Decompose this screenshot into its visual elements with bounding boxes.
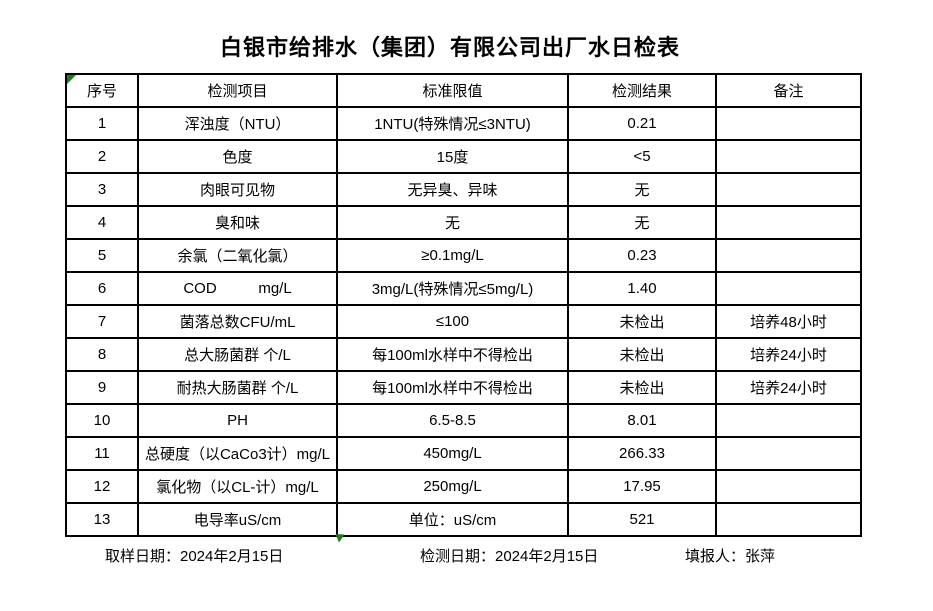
cell-no: 3: [65, 172, 139, 207]
cell-result: 未检出: [567, 337, 717, 372]
cell-remark: [715, 106, 862, 141]
table-row: 5 余氯（二氧化氯） ≥0.1mg/L 0.23: [65, 238, 862, 273]
table-row: 12 氯化物（以CL-计）mg/L 250mg/L 17.95: [65, 469, 862, 504]
cell-limit: 无异臭、异味: [336, 172, 569, 207]
cell-item: 电导率uS/cm: [137, 502, 338, 537]
cell-item: 菌落总数CFU/mL: [137, 304, 338, 339]
sampling-date-text: 取样日期：2024年2月15日: [105, 548, 284, 565]
cell-item: 浑浊度（NTU）: [137, 106, 338, 141]
cell-no: 13: [65, 502, 139, 537]
cell-result: 17.95: [567, 469, 717, 504]
test-date-text: 检测日期：2024年2月15日: [420, 548, 599, 565]
cell-no: 9: [65, 370, 139, 405]
cell-result: 未检出: [567, 370, 717, 405]
cell-item: COD mg/L: [137, 271, 338, 306]
cell-no: 7: [65, 304, 139, 339]
header-item: 检测项目: [137, 73, 338, 108]
table-row: 8 总大肠菌群 个/L 每100ml水样中不得检出 未检出 培养24小时: [65, 337, 862, 372]
cell-result: 0.23: [567, 238, 717, 273]
cell-result: 无: [567, 172, 717, 207]
cell-limit: 15度: [336, 139, 569, 174]
page-title: 白银市给排水（集团）有限公司出厂水日检表: [219, 35, 680, 60]
cell-item: 总硬度（以CaCo3计）mg/L: [137, 436, 338, 471]
cell-result: 8.01: [567, 403, 717, 438]
cell-remark: [715, 469, 862, 504]
cell-limit: 3mg/L(特殊情况≤5mg/L): [336, 271, 569, 306]
cell-no: 4: [65, 205, 139, 240]
cell-remark: [715, 172, 862, 207]
header-limit: 标准限值: [336, 73, 569, 108]
cell-result: <5: [567, 139, 717, 174]
footer: 取样日期：2024年2月15日 检测日期：2024年2月15日 填报人：张萍: [0, 545, 933, 567]
cell-limit: 450mg/L: [336, 436, 569, 471]
cell-no: 8: [65, 337, 139, 372]
table-row: 4 臭和味 无 无: [65, 205, 862, 240]
cell-remark: [715, 403, 862, 438]
header-result: 检测结果: [567, 73, 717, 108]
cell-remark: 培养24小时: [715, 370, 862, 405]
cell-limit: ≤100: [336, 304, 569, 339]
table-row: 2 色度 15度 <5: [65, 139, 862, 174]
cell-remark: 培养48小时: [715, 304, 862, 339]
header-remark: 备注: [715, 73, 862, 108]
cell-remark: [715, 205, 862, 240]
cell-no: 1: [65, 106, 139, 141]
cell-no: 11: [65, 436, 139, 471]
cell-remark: [715, 238, 862, 273]
cell-item: 色度: [137, 139, 338, 174]
table-row: 1 浑浊度（NTU） 1NTU(特殊情况≤3NTU) 0.21: [65, 106, 862, 141]
cell-remark: [715, 436, 862, 471]
cell-item: 氯化物（以CL-计）mg/L: [137, 469, 338, 504]
cell-result: 266.33: [567, 436, 717, 471]
cell-no: 10: [65, 403, 139, 438]
cell-remark: 培养24小时: [715, 337, 862, 372]
table-row: 9 耐热大肠菌群 个/L 每100ml水样中不得检出 未检出 培养24小时: [65, 370, 862, 405]
cell-limit: 6.5-8.5: [336, 403, 569, 438]
cell-result: 1.40: [567, 271, 717, 306]
cell-item: PH: [137, 403, 338, 438]
table-row: 7 菌落总数CFU/mL ≤100 未检出 培养48小时: [65, 304, 862, 339]
cell-result: 0.21: [567, 106, 717, 141]
table-row: 11 总硬度（以CaCo3计）mg/L 450mg/L 266.33: [65, 436, 862, 471]
cell-result: 521: [567, 502, 717, 537]
cell-result: 无: [567, 205, 717, 240]
cell-remark: [715, 502, 862, 537]
cell-remark: [715, 139, 862, 174]
cell-no: 12: [65, 469, 139, 504]
green-corner-triangle-icon: [67, 75, 76, 84]
cell-result: 未检出: [567, 304, 717, 339]
cell-item: 余氯（二氧化氯）: [137, 238, 338, 273]
cell-no: 6: [65, 271, 139, 306]
header-no: 序号: [65, 73, 139, 108]
cell-limit: 每100ml水样中不得检出: [336, 370, 569, 405]
green-arrow-triangle-icon: [335, 534, 345, 543]
cell-remark: [715, 271, 862, 306]
reporter-text: 填报人：张萍: [685, 548, 776, 565]
table-row: 6 COD mg/L 3mg/L(特殊情况≤5mg/L) 1.40: [65, 271, 862, 306]
table-row: 10 PH 6.5-8.5 8.01: [65, 403, 862, 438]
cell-limit: 1NTU(特殊情况≤3NTU): [336, 106, 569, 141]
cell-no: 5: [65, 238, 139, 273]
table-header-row: 序号 检测项目 标准限值 检测结果 备注: [65, 73, 862, 108]
cell-limit: 无: [336, 205, 569, 240]
table-row: 13 电导率uS/cm 单位：uS/cm 521: [65, 502, 862, 537]
cell-limit: ≥0.1mg/L: [336, 238, 569, 273]
cell-limit: 每100ml水样中不得检出: [336, 337, 569, 372]
table-row: 3 肉眼可见物 无异臭、异味 无: [65, 172, 862, 207]
cell-item: 耐热大肠菌群 个/L: [137, 370, 338, 405]
cell-item: 臭和味: [137, 205, 338, 240]
cell-limit: 250mg/L: [336, 469, 569, 504]
cell-limit: 单位：uS/cm: [336, 502, 569, 537]
cell-item: 总大肠菌群 个/L: [137, 337, 338, 372]
water-check-table: 序号 检测项目 标准限值 检测结果 备注 1 浑浊度（NTU） 1NTU(特殊情…: [65, 73, 862, 537]
cell-no: 2: [65, 139, 139, 174]
cell-item: 肉眼可见物: [137, 172, 338, 207]
